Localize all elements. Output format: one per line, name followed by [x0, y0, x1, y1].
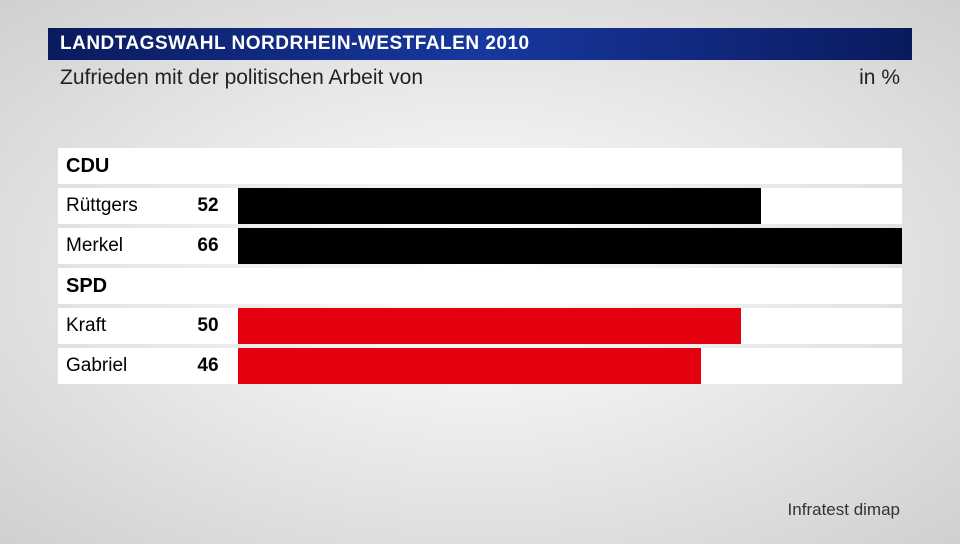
bar-cell	[238, 228, 902, 264]
bar-cell	[238, 308, 902, 344]
bar-cell	[238, 188, 902, 224]
name-cell: Rüttgers	[58, 188, 178, 224]
group-label: CDU	[66, 155, 109, 178]
bar-cell	[238, 348, 902, 384]
chart-row: Kraft 50	[58, 308, 902, 344]
chart-area: CDU Rüttgers 52 Merkel 66 SPD Kraft 50 Gabriel 46	[58, 148, 902, 388]
value-cell: 52	[178, 188, 238, 224]
name-cell: Gabriel	[58, 348, 178, 384]
chart-row: Gabriel 46	[58, 348, 902, 384]
value-label: 52	[197, 195, 218, 217]
group-header: CDU	[58, 148, 902, 184]
value-cell: 66	[178, 228, 238, 264]
politician-name: Kraft	[66, 315, 106, 337]
value-cell: 50	[178, 308, 238, 344]
source-label: Infratest dimap	[788, 500, 900, 520]
politician-name: Merkel	[66, 235, 123, 257]
value-label: 66	[197, 235, 218, 257]
unit-label: in %	[859, 66, 900, 90]
bar	[238, 308, 741, 344]
header-bar: LANDTAGSWAHL NORDRHEIN-WESTFALEN 2010	[48, 28, 912, 60]
name-cell: Merkel	[58, 228, 178, 264]
value-cell: 46	[178, 348, 238, 384]
subtitle-row: Zufrieden mit der politischen Arbeit von…	[48, 66, 912, 90]
subtitle: Zufrieden mit der politischen Arbeit von	[60, 66, 423, 90]
bar	[238, 188, 761, 224]
name-cell: Kraft	[58, 308, 178, 344]
politician-name: Gabriel	[66, 355, 127, 377]
bar	[238, 348, 701, 384]
chart-row: Merkel 66	[58, 228, 902, 264]
header-title: LANDTAGSWAHL NORDRHEIN-WESTFALEN 2010	[60, 33, 530, 55]
chart-row: Rüttgers 52	[58, 188, 902, 224]
politician-name: Rüttgers	[66, 195, 138, 217]
bar	[238, 228, 902, 264]
group-header: SPD	[58, 268, 902, 304]
group-label: SPD	[66, 275, 107, 298]
value-label: 50	[197, 315, 218, 337]
value-label: 46	[197, 355, 218, 377]
